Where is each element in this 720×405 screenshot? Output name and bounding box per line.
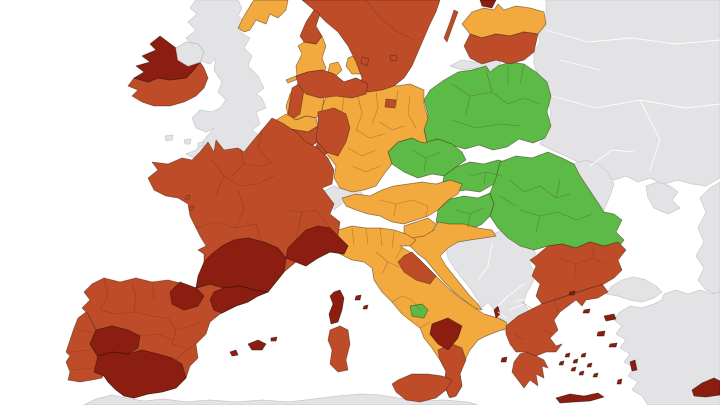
- region-copenhagen: [360, 56, 370, 67]
- region-extremadura: [89, 325, 141, 357]
- region-austria: [341, 179, 463, 225]
- region-lithuania: [463, 31, 539, 65]
- region-catalonia: [209, 285, 269, 314]
- region-italy-adriatic: [397, 251, 437, 285]
- internal-borders-italy: [351, 227, 431, 329]
- region-cyprus: [691, 377, 720, 398]
- region-provence: [285, 225, 349, 267]
- internal-borders-france: [195, 129, 331, 263]
- region-molise: [409, 303, 429, 319]
- internal-borders-romania: [499, 179, 593, 233]
- region-northern-ireland: [175, 41, 205, 67]
- region-denmark-north-jutland: [299, 9, 323, 45]
- region-funen: [327, 61, 343, 77]
- internal-borders-sweden: [365, 0, 415, 41]
- internal-borders-portugal: [69, 329, 95, 371]
- region-balearic-islands: [229, 336, 278, 357]
- region-corsica: [328, 289, 345, 325]
- region-sicily: [391, 373, 453, 403]
- region-russia-coast: [695, 181, 720, 297]
- region-bornholm: [389, 54, 398, 62]
- region-eastern-europe: [533, 0, 720, 187]
- internal-borders-central-europe: [379, 149, 503, 229]
- region-basilicata: [429, 317, 463, 351]
- internal-borders-germany: [341, 89, 417, 173]
- internal-borders-balkans: [477, 243, 531, 319]
- region-france-islands: [184, 194, 195, 211]
- region-sweden: [301, 0, 441, 93]
- region-crimea: [645, 181, 681, 215]
- region-tuscan-islands: [354, 294, 369, 310]
- region-africa-north: [83, 393, 479, 405]
- region-estonia-edge: [479, 0, 497, 9]
- region-kaliningrad: [449, 59, 503, 71]
- region-germany-nrw: [315, 107, 351, 157]
- region-oland: [443, 9, 459, 43]
- region-andalusia: [93, 349, 187, 399]
- internal-borders-bulgaria-greece: [513, 245, 607, 341]
- region-norway-south: [237, 0, 289, 33]
- region-crete: [555, 392, 605, 404]
- region-germany-north-coast: [295, 69, 369, 99]
- region-berlin: [384, 98, 397, 109]
- region-croatia: [409, 221, 497, 311]
- internal-borders-poland: [451, 63, 541, 129]
- region-sardinia: [327, 325, 351, 373]
- internal-borders-spain: [99, 277, 201, 361]
- internal-borders-eastern-europe: [545, 29, 720, 171]
- region-bulgaria: [529, 241, 627, 305]
- region-turkey: [605, 276, 720, 405]
- region-channel-islands: [164, 134, 205, 147]
- region-navarra: [169, 281, 205, 311]
